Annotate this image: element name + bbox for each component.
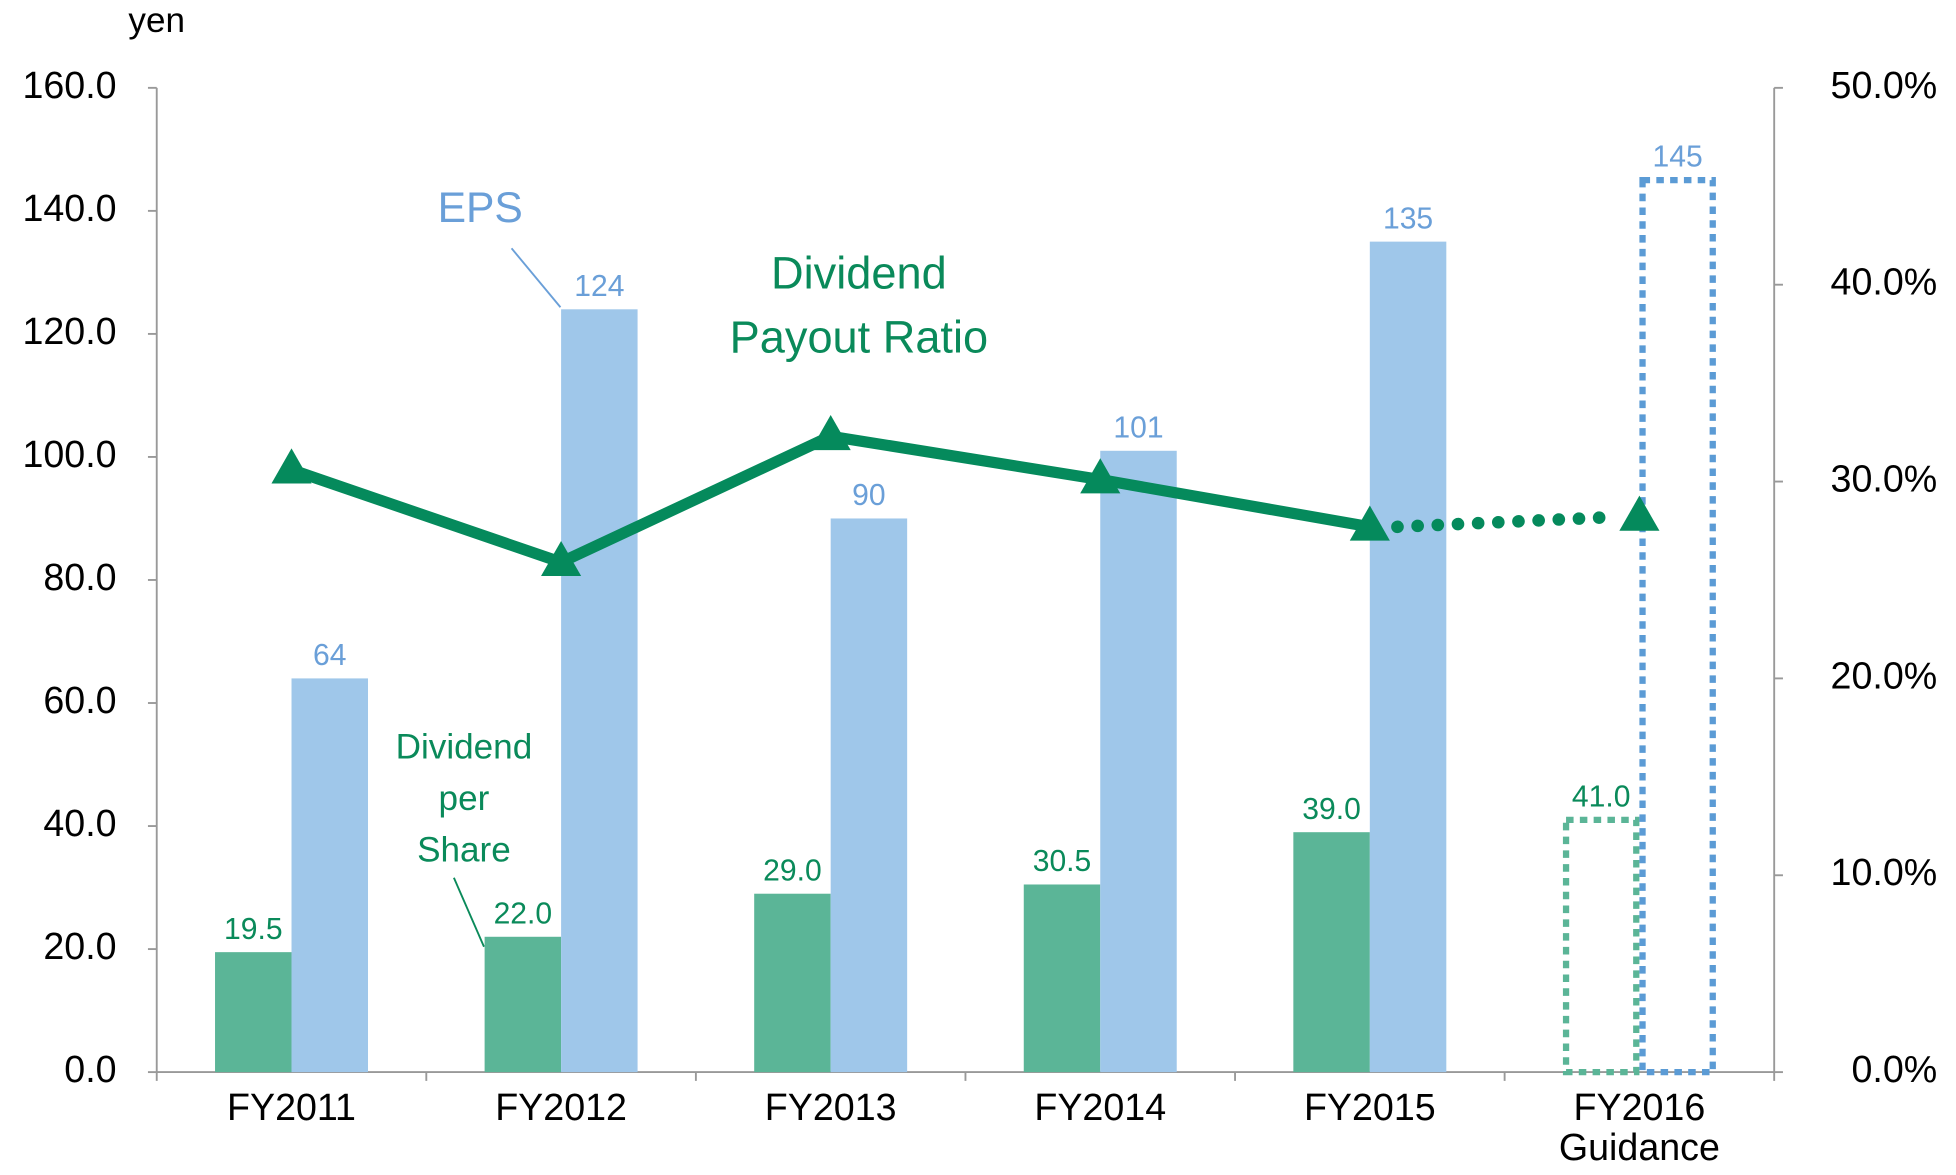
x-tick-label: FY2012: [495, 1088, 627, 1129]
bar-guidance: [1562, 816, 1640, 1076]
line-marker: [1619, 495, 1660, 531]
y-tick-label: 80.0: [43, 556, 116, 598]
x-tick-label: FY2013: [764, 1088, 897, 1129]
line-guidance: [1391, 510, 1621, 534]
bar: [484, 936, 562, 1073]
ratio-annotation-box: Dividend Payout Ratio: [729, 247, 989, 363]
dps-leader: [453, 877, 485, 948]
eps-leader: [510, 247, 562, 308]
x-tick-label-box: FY2013: [764, 1088, 897, 1129]
y2-tick-label: 0.0%: [1851, 1048, 1937, 1090]
bar: [291, 678, 369, 1073]
y-tick-label: 140.0: [22, 187, 116, 229]
y-tick-label: 40.0: [43, 802, 116, 844]
eps-annotation: EPS: [438, 184, 523, 232]
data-label: 30.5: [1033, 845, 1092, 878]
x-tick-label: FY2016 Guidance: [1558, 1088, 1720, 1169]
bar: [1023, 884, 1101, 1073]
data-label: 101: [1113, 411, 1163, 444]
y-tick-label: 0.0: [64, 1048, 116, 1090]
line-marker: [1349, 505, 1390, 541]
y-tick-label: 20.0: [43, 925, 116, 967]
bar: [215, 952, 292, 1073]
y-tick-label: 160.0: [22, 64, 116, 106]
bar: [561, 309, 638, 1073]
line: [289, 430, 1371, 568]
data-label: 41.0: [1572, 781, 1631, 814]
x-tick-label: FY2015: [1303, 1088, 1436, 1129]
bar: [830, 518, 908, 1073]
data-label: 64: [313, 639, 346, 672]
data-label: 135: [1383, 202, 1433, 235]
line-marker: [1080, 458, 1121, 494]
data-label: 90: [852, 479, 885, 512]
y2-tick-label: 30.0%: [1831, 457, 1938, 499]
x-tick-label-box: FY2012: [495, 1088, 627, 1129]
data-label: 145: [1653, 141, 1703, 174]
y2-tick-label: 40.0%: [1831, 261, 1938, 303]
data-label: 19.5: [224, 913, 283, 946]
y2-tick-label: 20.0%: [1831, 654, 1938, 696]
data-label: 39.0: [1302, 793, 1361, 826]
y-tick-label: 60.0: [43, 679, 116, 721]
dps-annotation: Dividend per Share: [395, 727, 533, 869]
ratio-annotation: Dividend Payout Ratio: [729, 247, 989, 363]
bar: [1369, 241, 1447, 1073]
line-marker: [271, 448, 312, 484]
bar: [1100, 450, 1177, 1073]
y2-tick-label: 50.0%: [1831, 64, 1938, 106]
bar-guidance: [1639, 176, 1716, 1076]
y2-tick-label: 10.0%: [1831, 851, 1938, 893]
x-tick-label: FY2014: [1034, 1088, 1167, 1129]
x-tick-label-box: FY2011: [227, 1088, 356, 1129]
line-marker: [810, 414, 851, 451]
y-tick-label: 120.0: [22, 310, 116, 352]
bar: [754, 893, 831, 1073]
x-tick-label-box: FY2016 Guidance: [1558, 1088, 1720, 1169]
data-label: 22.0: [494, 897, 553, 930]
x-tick-label: FY2011: [227, 1088, 356, 1129]
data-label: 124: [574, 270, 624, 303]
dps-annotation-box: Dividend per Share: [395, 727, 533, 869]
y-axis-label: yen: [128, 1, 185, 40]
x-tick-label-box: FY2014: [1034, 1088, 1167, 1129]
line-marker: [541, 540, 582, 577]
bar: [1293, 832, 1370, 1073]
data-label: 29.0: [763, 854, 822, 887]
y-tick-label: 100.0: [22, 433, 116, 475]
x-tick-label-box: FY2015: [1303, 1088, 1436, 1129]
